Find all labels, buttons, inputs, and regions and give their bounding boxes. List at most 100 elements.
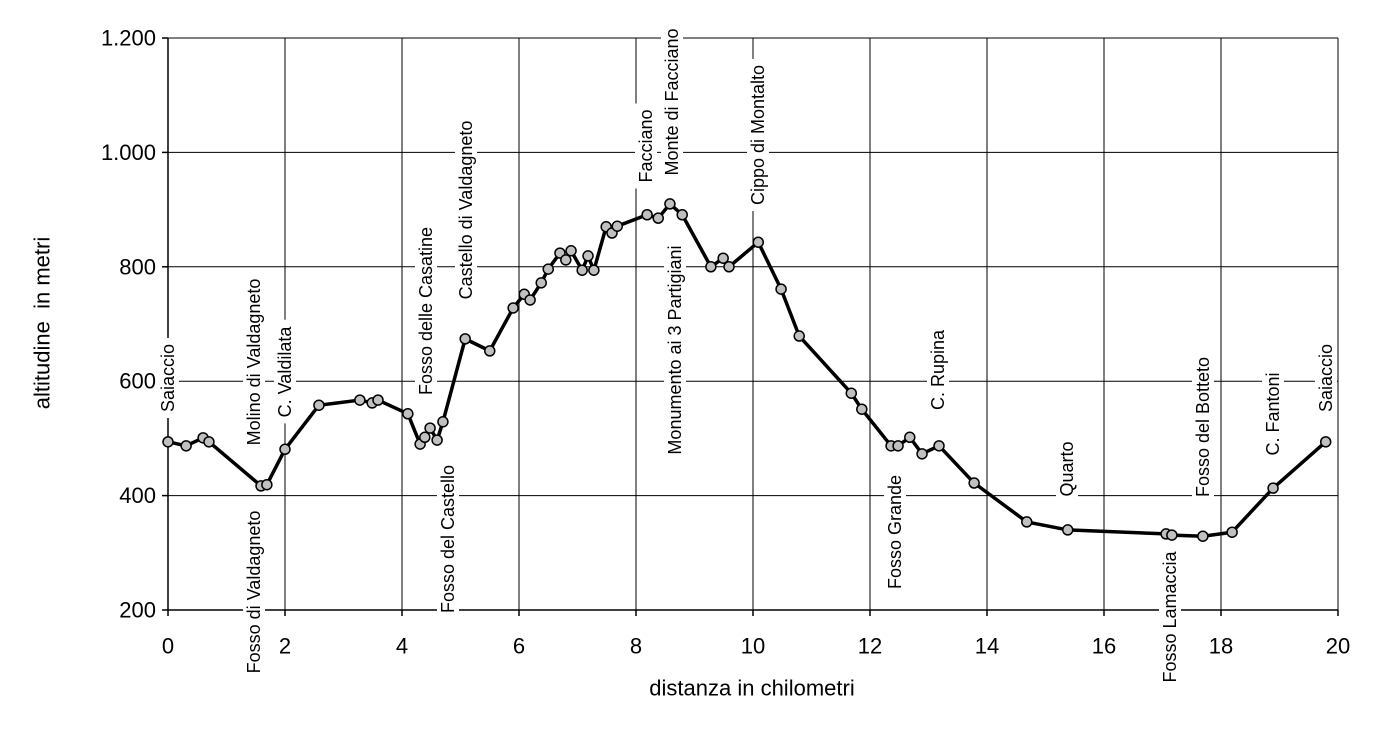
point bbox=[424, 422, 436, 434]
point bbox=[484, 345, 496, 357]
annotation: C. Valdilata bbox=[275, 326, 295, 418]
annotation: Molino di Valdagneto bbox=[244, 279, 264, 446]
point bbox=[588, 264, 600, 276]
x-tick-label: 18 bbox=[1209, 634, 1233, 659]
x-tick-label: 14 bbox=[975, 634, 999, 659]
point bbox=[1061, 524, 1074, 536]
point bbox=[723, 261, 735, 273]
annotation: Saiaccio bbox=[158, 344, 178, 412]
annotation: Fosso di Valdagneto bbox=[244, 511, 264, 674]
point bbox=[542, 263, 554, 275]
annotation: Fosso Grande bbox=[885, 475, 905, 589]
point bbox=[705, 261, 717, 273]
point bbox=[1166, 529, 1178, 541]
y-axis-title: altitudine in metri bbox=[30, 237, 55, 409]
point bbox=[437, 416, 449, 428]
annotation: Saiaccio bbox=[1316, 344, 1336, 412]
x-tick-label: 16 bbox=[1092, 634, 1116, 659]
x-tick-label: 4 bbox=[396, 634, 408, 659]
point bbox=[652, 212, 664, 224]
annotation: C. Fantoni bbox=[1263, 372, 1283, 455]
y-tick-label: 1.000 bbox=[101, 140, 156, 165]
annotation: Monumento ai 3 Partigiani bbox=[665, 245, 685, 454]
x-tick-label: 6 bbox=[513, 634, 525, 659]
point bbox=[162, 436, 174, 448]
point bbox=[524, 294, 536, 306]
point bbox=[313, 399, 325, 411]
x-tick-label: 2 bbox=[279, 634, 291, 659]
point bbox=[1197, 530, 1209, 542]
annotations: Saiaccio Molino di Valdagneto C. Valdilata… bbox=[157, 22, 1337, 689]
point bbox=[372, 394, 384, 406]
x-tick-label: 8 bbox=[630, 634, 642, 659]
x-tick-label: 0 bbox=[162, 634, 174, 659]
annotation-background bbox=[243, 504, 265, 680]
point bbox=[916, 448, 928, 460]
point bbox=[856, 403, 868, 415]
point bbox=[892, 440, 904, 452]
annotation-background bbox=[1315, 337, 1337, 419]
point bbox=[752, 236, 765, 248]
x-tick-label: 20 bbox=[1326, 634, 1350, 659]
point bbox=[354, 394, 366, 406]
annotation: Castello di Valdagneto bbox=[456, 121, 476, 300]
point bbox=[535, 277, 547, 289]
point bbox=[431, 434, 443, 446]
annotation-background bbox=[927, 322, 949, 417]
point bbox=[419, 431, 431, 444]
annotation: Monte di Facciano bbox=[662, 28, 682, 175]
annotation: Fosso del Castello bbox=[438, 465, 458, 613]
annotation-background bbox=[243, 272, 265, 452]
x-tick-label: 12 bbox=[858, 634, 882, 659]
point bbox=[933, 440, 945, 452]
annotation: Facciano bbox=[636, 109, 656, 182]
point bbox=[582, 250, 594, 262]
x-tick-label: 10 bbox=[741, 634, 765, 659]
point bbox=[507, 302, 519, 314]
point bbox=[1021, 516, 1033, 528]
x-axis-title: distanza in chilometri bbox=[649, 676, 854, 701]
annotation-background bbox=[415, 220, 437, 402]
annotation-background bbox=[1262, 366, 1284, 462]
annotation: Fosso Lamaccia bbox=[1160, 550, 1180, 682]
y-tick-label: 200 bbox=[119, 598, 156, 623]
annotation: Fosso del Botteto bbox=[1193, 357, 1213, 497]
annotation-background bbox=[664, 239, 686, 461]
annotation: Quarto bbox=[1057, 441, 1077, 496]
point bbox=[775, 283, 787, 295]
annotation-background bbox=[747, 58, 769, 212]
annotation-background bbox=[274, 319, 296, 424]
annotation: Cippo di Montalto bbox=[748, 65, 768, 205]
y-tick-label: 400 bbox=[119, 483, 156, 508]
y-tick-label: 800 bbox=[119, 254, 156, 279]
point bbox=[845, 387, 858, 399]
point bbox=[611, 220, 624, 232]
point bbox=[676, 208, 688, 221]
plot bbox=[162, 198, 1332, 542]
point bbox=[717, 252, 729, 264]
point bbox=[402, 408, 414, 420]
point bbox=[968, 477, 980, 489]
point bbox=[1267, 482, 1279, 494]
point bbox=[459, 333, 471, 345]
point bbox=[180, 440, 192, 452]
y-tick-label: 1.200 bbox=[101, 26, 156, 51]
point bbox=[1319, 436, 1332, 448]
annotation-background bbox=[1159, 544, 1181, 689]
point bbox=[793, 330, 805, 342]
point bbox=[203, 436, 215, 448]
annotation: C. Rupina bbox=[928, 329, 948, 410]
point bbox=[904, 431, 916, 444]
point bbox=[565, 245, 577, 257]
point bbox=[560, 254, 572, 266]
annotation-background bbox=[884, 468, 906, 596]
y-tick-label: 600 bbox=[119, 369, 156, 394]
point bbox=[576, 264, 588, 276]
annotation-background bbox=[635, 103, 657, 189]
annotation-background bbox=[157, 337, 179, 419]
annotation-background bbox=[1192, 350, 1214, 504]
annotation-background bbox=[1056, 435, 1078, 503]
annotation-background bbox=[455, 114, 477, 306]
point bbox=[641, 208, 653, 221]
